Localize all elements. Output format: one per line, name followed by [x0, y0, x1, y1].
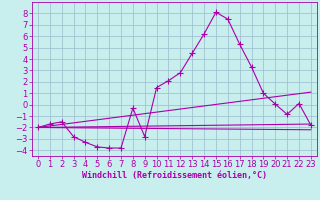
X-axis label: Windchill (Refroidissement éolien,°C): Windchill (Refroidissement éolien,°C): [82, 171, 267, 180]
